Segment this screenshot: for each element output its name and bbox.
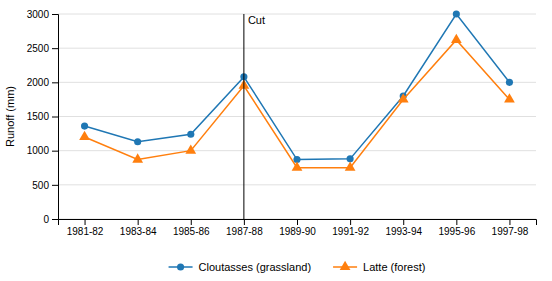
y-tick-label: 1500: [27, 111, 50, 122]
point: [398, 93, 409, 102]
legend-swatch-marker: [177, 263, 184, 270]
chart: 0500100015002000250030001981-821983-8419…: [0, 0, 552, 281]
point: [79, 131, 90, 140]
y-tick-mark: [52, 219, 58, 220]
legend-label: Cloutasses (grassland): [199, 261, 312, 273]
y-tick: 3000: [27, 9, 58, 20]
x-tick: 1989-90: [279, 219, 316, 237]
x-tick-mark: [297, 219, 298, 225]
y-tick-mark: [52, 117, 58, 118]
x-tick-label: 1989-90: [279, 226, 316, 237]
y-tick-mark: [52, 82, 58, 83]
y-tick-mark: [52, 48, 58, 49]
y-tick: 1500: [27, 111, 58, 122]
y-tick: 2500: [27, 43, 58, 54]
grid-line: [58, 82, 536, 83]
grid: [58, 14, 536, 219]
x-tick: 1995-96: [438, 219, 475, 237]
legend-label: Latte (forest): [363, 261, 425, 273]
series-line: [85, 14, 510, 160]
point: [134, 138, 141, 145]
y-axis-title: Runoff (mm): [4, 86, 16, 147]
point: [504, 93, 515, 102]
legend-item: Cloutasses (grassland): [169, 261, 312, 273]
y-tick: 500: [32, 180, 58, 191]
y-tick-label: 2500: [27, 43, 50, 54]
y-tick-label: 0: [43, 214, 49, 225]
x-tick-label: 1983-84: [120, 226, 157, 237]
x-tick: 1993-94: [385, 219, 422, 237]
x-tick-label: 1985-86: [173, 226, 210, 237]
y-tick: 0: [43, 214, 58, 225]
series-line: [85, 40, 510, 168]
x-axis-line: [59, 220, 537, 226]
x-tick-mark: [350, 219, 351, 225]
annotation-line: [243, 14, 244, 219]
point: [347, 155, 354, 162]
x-tick-mark: [456, 219, 457, 225]
y-tick-mark: [52, 151, 58, 152]
point: [132, 153, 143, 162]
x-tick: 1997-98: [492, 219, 529, 237]
grid-line: [58, 116, 536, 117]
x-tick-label: 1997-98: [492, 226, 529, 237]
x-tick-label: 1993-94: [385, 226, 422, 237]
x-tick: 1987-88: [226, 219, 263, 237]
grid-line: [58, 150, 536, 151]
point: [187, 131, 194, 138]
x-tick-label: 1991-92: [332, 226, 369, 237]
x-tick: 1981-82: [67, 219, 104, 237]
x-tick-mark: [403, 219, 404, 225]
legend: Cloutasses (grassland) Latte (forest): [169, 261, 426, 273]
y-tick-label: 3000: [27, 9, 50, 20]
x-tick-mark: [509, 219, 510, 225]
annotation: Cut: [248, 14, 265, 26]
y-tick-mark: [52, 185, 58, 186]
x-tick-label: 1995-96: [438, 226, 475, 237]
y-axis: 0 500 1000 1500 2000 2500 3000: [27, 9, 59, 225]
point: [506, 79, 513, 86]
x-tick-label: 1987-88: [226, 226, 263, 237]
x-tick: 1985-86: [173, 219, 210, 237]
x-axis: 1981-82 1983-84 1985-86 1987-88 1989-90 1991-…: [59, 219, 537, 237]
x-tick-mark: [191, 219, 192, 225]
x-tick-mark: [244, 219, 245, 225]
grid-line: [58, 14, 536, 15]
point: [292, 162, 303, 171]
x-tick-mark: [138, 219, 139, 225]
grid-line: [58, 184, 536, 185]
x-tick: 1991-92: [332, 219, 369, 237]
point: [81, 122, 88, 129]
y-tick-mark: [52, 14, 58, 15]
plot: 0500100015002000250030001981-821983-8419…: [27, 9, 537, 237]
point: [345, 162, 356, 171]
y-tick-label: 1000: [27, 145, 50, 156]
legend-item: Latte (forest): [333, 261, 425, 273]
y-tick-label: 500: [32, 180, 49, 191]
x-tick: 1983-84: [120, 219, 157, 237]
y-axis-line: [52, 15, 59, 220]
y-tick-label: 2000: [27, 77, 50, 88]
y-tick: 2000: [27, 77, 58, 88]
legend-swatch-marker: [340, 261, 351, 270]
point: [185, 144, 196, 153]
point: [453, 10, 460, 17]
y-tick: 1000: [27, 145, 58, 156]
marks: [79, 10, 515, 170]
x-tick-mark: [85, 219, 86, 225]
point: [451, 34, 462, 43]
x-tick-label: 1981-82: [67, 226, 104, 237]
